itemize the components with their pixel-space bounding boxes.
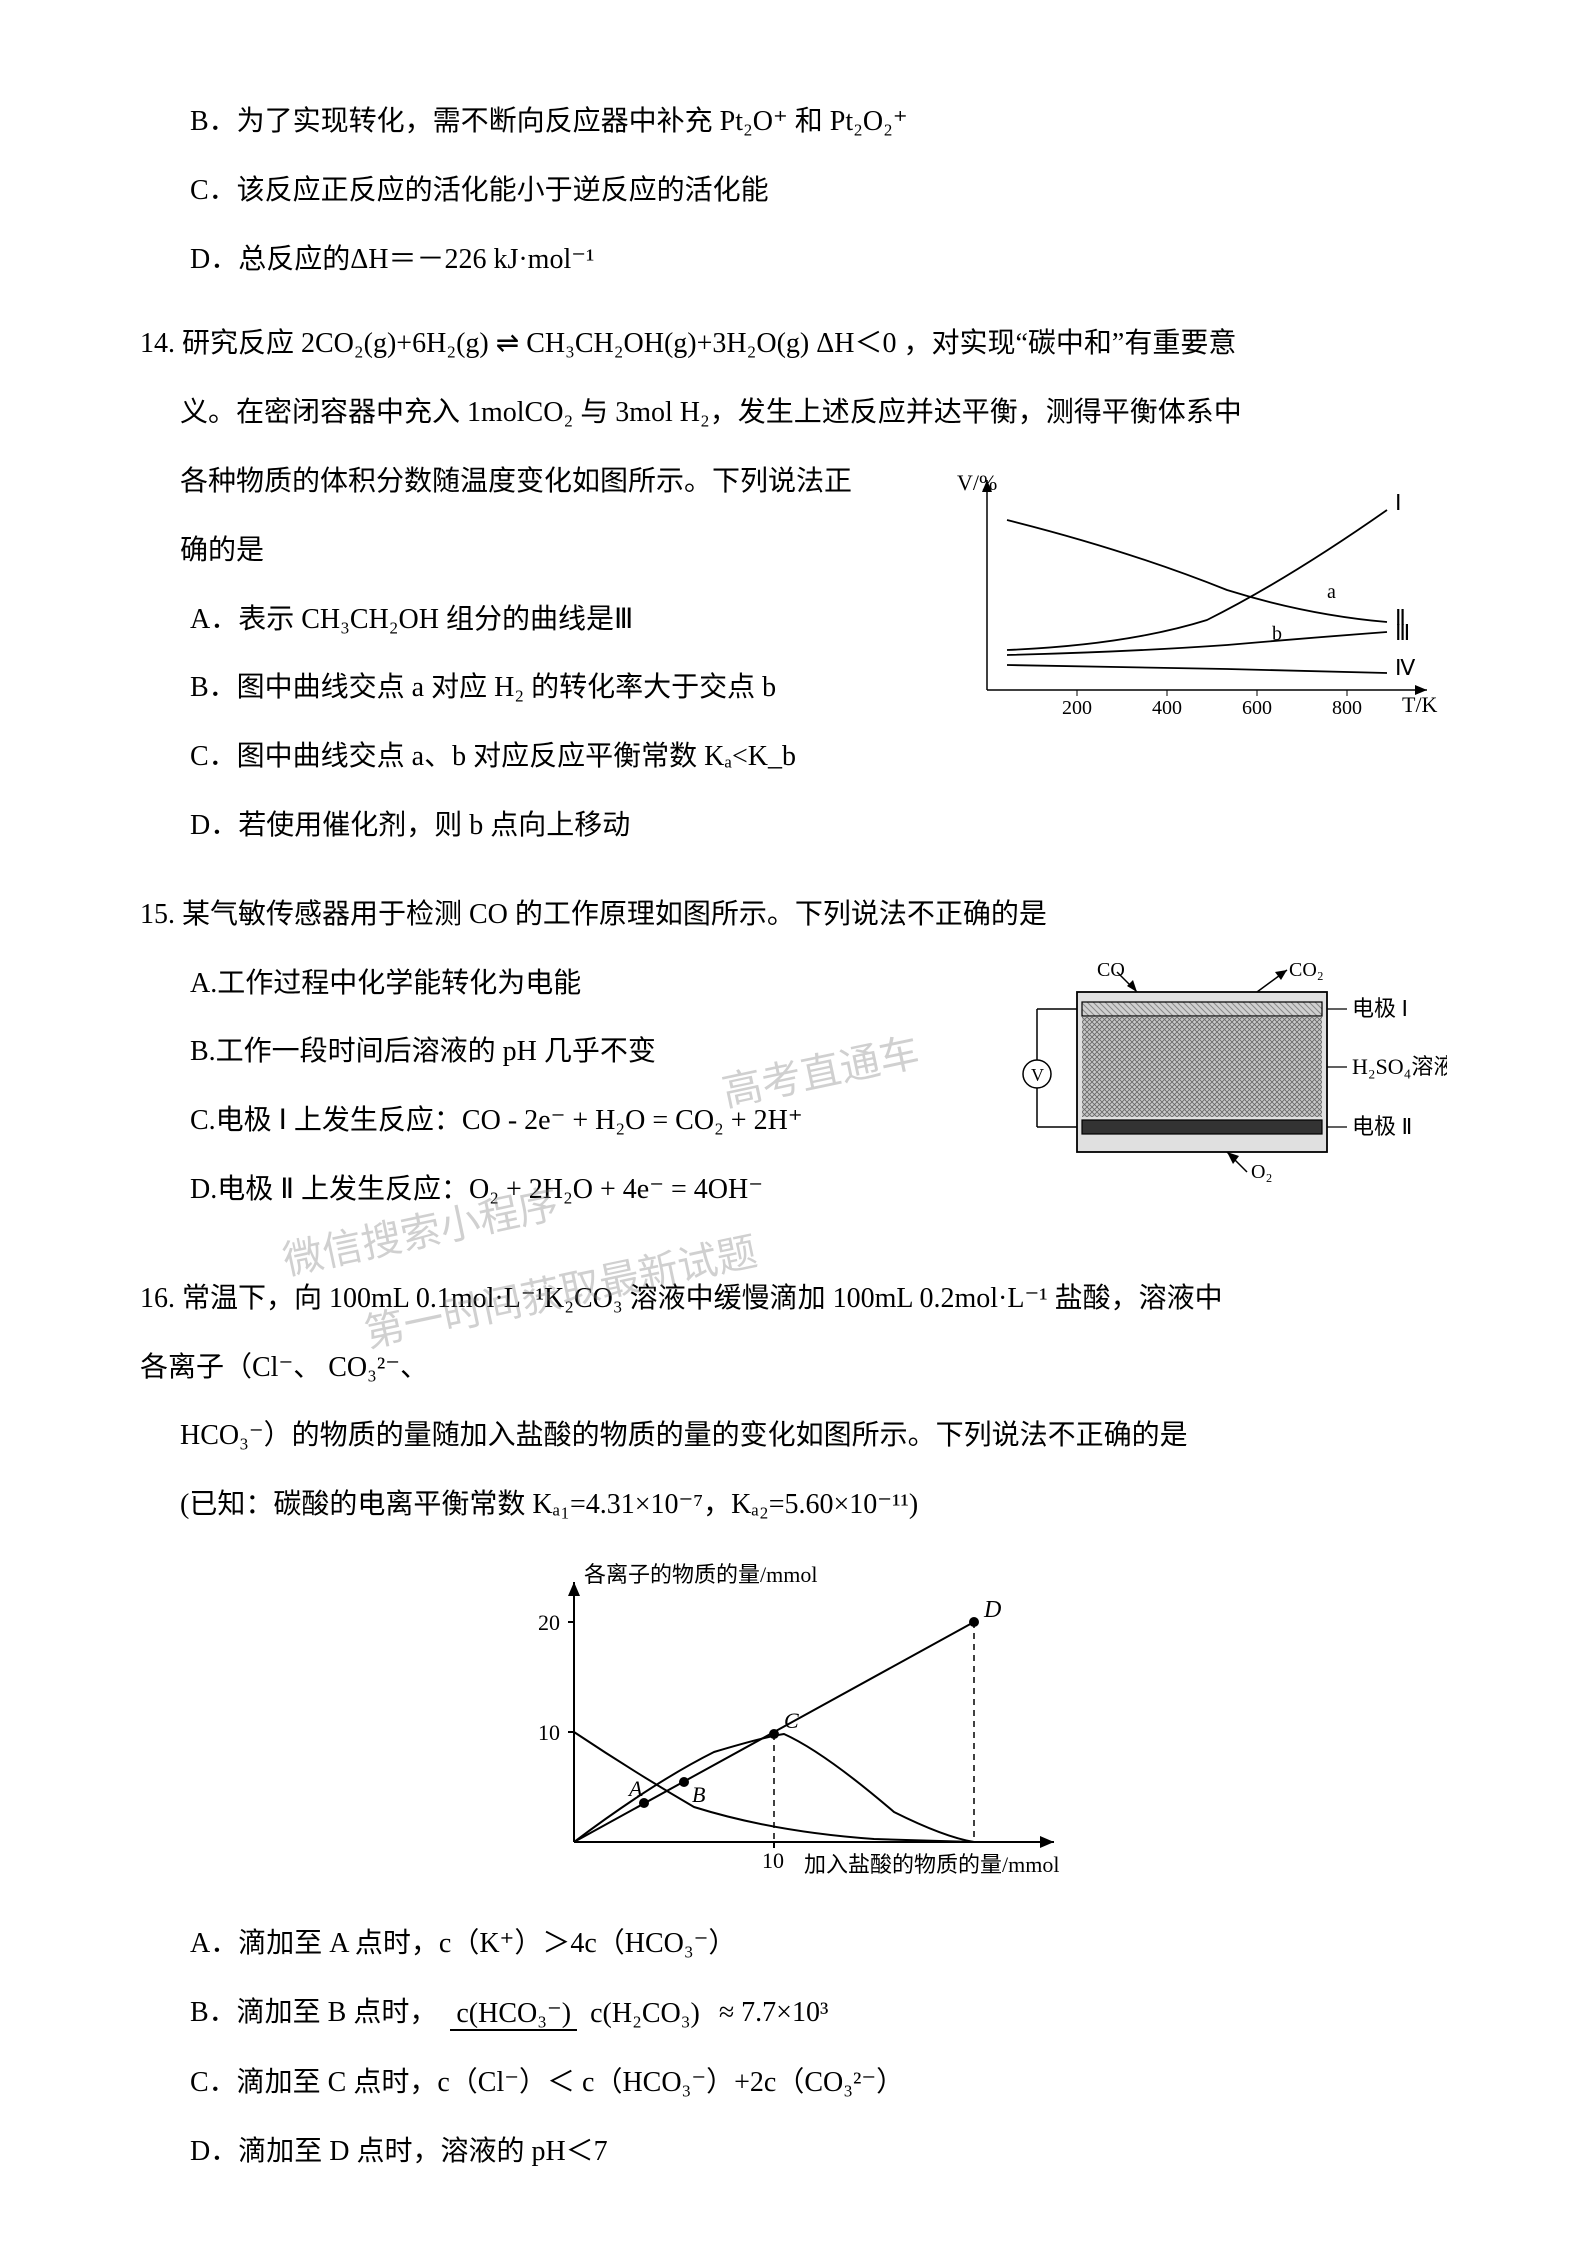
svg-text:C: C (784, 1708, 799, 1733)
svg-text:10: 10 (762, 1848, 784, 1873)
svg-text:电极 Ⅰ: 电极 Ⅰ (1352, 996, 1408, 1021)
q13-option-b: B．为了实现转化，需不断向反应器中补充 Pt₂O⁺ 和 Pt₂O₂⁺ (140, 100, 1447, 145)
svg-text:A: A (627, 1776, 643, 1801)
svg-text:Ⅳ: Ⅳ (1395, 655, 1416, 680)
svg-text:D: D (983, 1597, 1001, 1623)
q14-ylabel: V/% (957, 470, 997, 495)
svg-text:Ⅲ: Ⅲ (1395, 620, 1410, 645)
q16-option-b-suffix: ≈ 7.7×10³ (719, 1997, 829, 2028)
svg-text:CO₂: CO₂ (1289, 962, 1324, 981)
q15-diagram: CO CO₂ O₂ V 电极 Ⅰ H₂SO₄溶液 电极 Ⅱ (987, 962, 1447, 1182)
q16-stem-line2: 各离子（Cl⁻、 CO₃²⁻、 (140, 1346, 1447, 1391)
q14-option-b: B．图中曲线交点 a 对应 H₂ 的转化率大于交点 b (140, 666, 907, 711)
q16-stem-line4: (已知：碳酸的电离平衡常数 Kₐ₁=4.31×10⁻⁷，Kₐ₂=5.60×10⁻… (140, 1483, 1447, 1528)
q16-option-b-prefix: B．滴加至 B 点时， (190, 1997, 437, 2028)
svg-text:b: b (1272, 623, 1282, 645)
svg-text:200: 200 (1062, 697, 1092, 719)
q15-option-b: B.工作一段时间后溶液的 pH 几乎不变 (140, 1030, 967, 1075)
q16-chart: 各离子的物质的量/mmol 加入盐酸的物质的量/mmol 10 20 10 D … (474, 1552, 1114, 1892)
svg-text:600: 600 (1242, 697, 1272, 719)
q14-xlabel: T/K (1402, 692, 1438, 717)
svg-text:20: 20 (538, 1610, 560, 1635)
svg-text:Ⅰ: Ⅰ (1395, 490, 1402, 515)
q16-option-b-fraction: c(HCO₃⁻) c(H₂CO₃) (450, 1992, 705, 2037)
q14-option-c: C．图中曲线交点 a、b 对应反应平衡常数 Kₐ<K_b (140, 735, 907, 780)
q14-option-d: D．若使用催化剂，则 b 点向上移动 (140, 804, 907, 849)
q14-stem-line2: 义。在密闭容器中充入 1molCO₂ 与 3mol H₂，发生上述反应并达平衡，… (140, 391, 1447, 436)
q16-option-c: C．滴加至 C 点时，c（Cl⁻）＜ c（HCO₃⁻）+2c（CO₃²⁻） (140, 2061, 1447, 2106)
q15-option-d: D.电极 Ⅱ 上发生反应：O₂ + 2H₂O + 4e⁻ = 4OH⁻ (140, 1168, 967, 1213)
q16-xlabel: 加入盐酸的物质的量/mmol (804, 1852, 1059, 1877)
q16-ylabel: 各离子的物质的量/mmol (584, 1562, 817, 1587)
q16-frac-num: c(HCO₃⁻) (450, 1998, 577, 2031)
svg-text:10: 10 (538, 1720, 560, 1745)
svg-text:a: a (1327, 581, 1336, 603)
q13-option-d: D．总反应的ΔH＝－226 kJ·mol⁻¹ (140, 238, 1447, 283)
svg-text:400: 400 (1152, 697, 1182, 719)
q15-option-a: A.工作过程中化学能转化为电能 (140, 962, 967, 1007)
q16-stem-line1: 16. 常温下，向 100mL 0.1mol·L⁻¹K₂CO₃ 溶液中缓慢滴加 … (140, 1277, 1447, 1322)
svg-text:CO: CO (1097, 962, 1125, 981)
q16-option-d: D．滴加至 D 点时，溶液的 pH＜7 (140, 2130, 1447, 2175)
svg-text:V: V (1031, 1065, 1044, 1085)
q15-stem: 15. 某气敏传感器用于检测 CO 的工作原理如图所示。下列说法不正确的是 (140, 893, 1447, 938)
q16-option-b: B．滴加至 B 点时， c(HCO₃⁻) c(H₂CO₃) ≈ 7.7×10³ (140, 1991, 1447, 2037)
svg-text:800: 800 (1332, 697, 1362, 719)
svg-text:H₂SO₄溶液: H₂SO₄溶液 (1352, 1054, 1447, 1079)
q14-chart: V/% T/K 200 400 600 800 Ⅰ Ⅱ Ⅲ Ⅳ a b (927, 460, 1447, 720)
svg-text:O₂: O₂ (1251, 1161, 1272, 1182)
q14-option-a: A．表示 CH₃CH₂OH 组分的曲线是Ⅲ (140, 598, 907, 643)
q14-stem-line4: 确的是 (140, 529, 907, 574)
q14-stem-line1: 14. 研究反应 2CO₂(g)+6H₂(g) ⇌ CH₃CH₂OH(g)+3H… (140, 322, 1447, 367)
q15-option-c: C.电极 Ⅰ 上发生反应：CO - 2e⁻ + H₂O = CO₂ + 2H⁺ (140, 1099, 967, 1144)
q14-stem-line3: 各种物质的体积分数随温度变化如图所示。下列说法正 (140, 460, 907, 505)
q16-stem-line3: HCO₃⁻）的物质的量随加入盐酸的物质的量的变化如图所示。下列说法不正确的是 (140, 1414, 1447, 1459)
q16-option-a: A．滴加至 A 点时，c（K⁺）＞4c（HCO₃⁻） (140, 1922, 1447, 1967)
svg-text:电极 Ⅱ: 电极 Ⅱ (1352, 1114, 1412, 1139)
q16-frac-den: c(H₂CO₃) (584, 1998, 706, 2029)
svg-text:B: B (692, 1782, 705, 1807)
q13-option-c: C．该反应正反应的活化能小于逆反应的活化能 (140, 169, 1447, 214)
